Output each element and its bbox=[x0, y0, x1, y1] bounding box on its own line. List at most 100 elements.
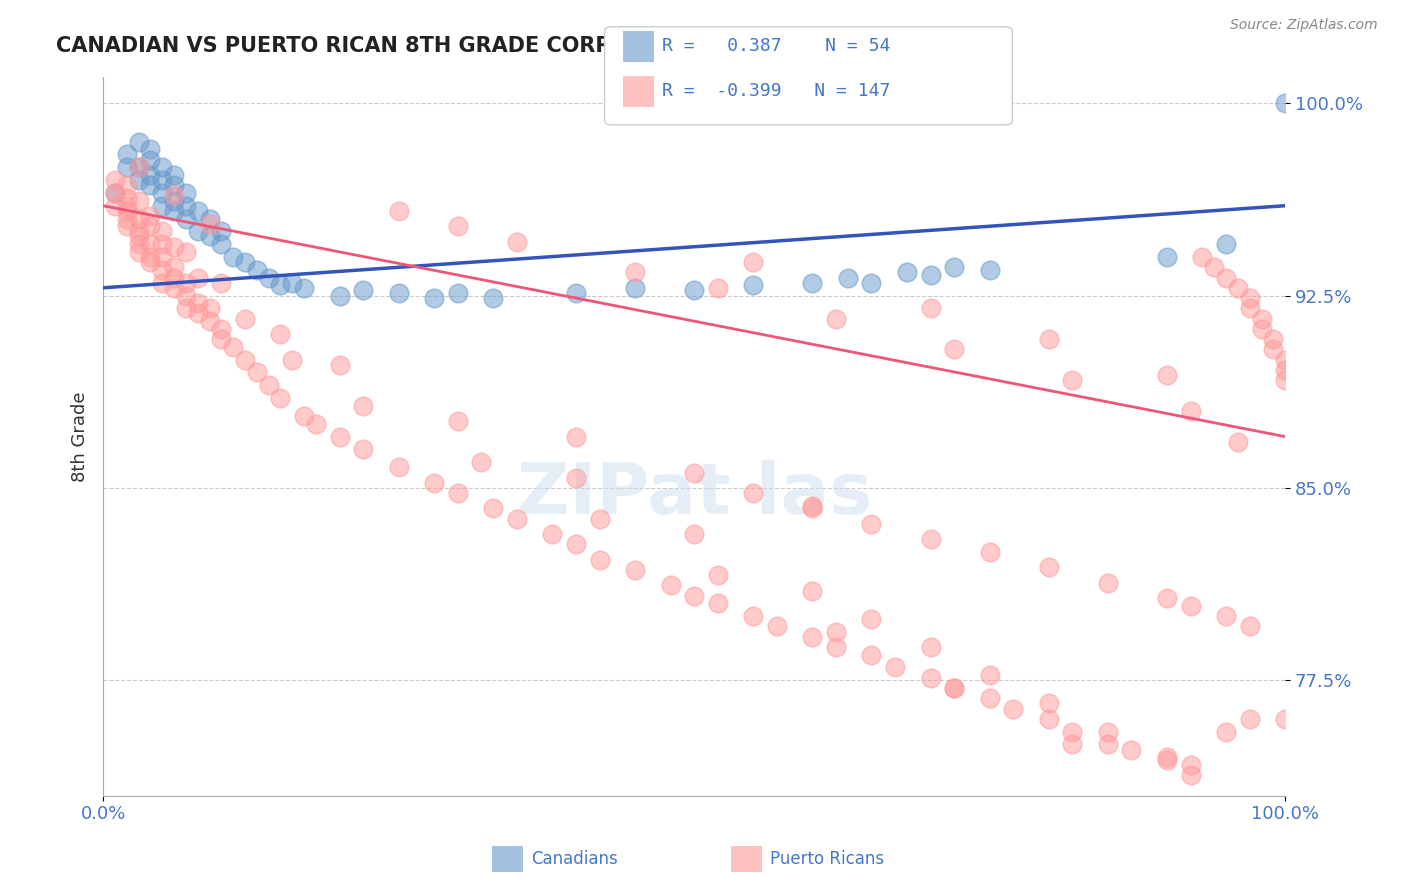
Point bbox=[269, 391, 291, 405]
Point bbox=[1239, 619, 1261, 633]
Point bbox=[1097, 575, 1119, 590]
Point bbox=[801, 499, 824, 513]
Point bbox=[447, 414, 470, 428]
Text: R =  -0.399   N = 147: R = -0.399 N = 147 bbox=[662, 82, 890, 100]
Point bbox=[1215, 609, 1237, 624]
Point bbox=[1239, 712, 1261, 726]
Point bbox=[104, 199, 127, 213]
Point bbox=[659, 578, 682, 592]
Point bbox=[825, 624, 848, 639]
Point bbox=[565, 285, 588, 300]
Point bbox=[115, 199, 138, 213]
Point bbox=[163, 178, 186, 193]
Point bbox=[104, 186, 127, 200]
Point bbox=[139, 153, 162, 167]
Point bbox=[209, 237, 232, 252]
Point bbox=[1180, 599, 1202, 613]
Point bbox=[305, 417, 328, 431]
Point bbox=[174, 244, 197, 259]
Point bbox=[115, 219, 138, 234]
Point bbox=[565, 429, 588, 443]
Point bbox=[115, 160, 138, 174]
Point bbox=[1121, 742, 1143, 756]
Point bbox=[1215, 237, 1237, 252]
Point bbox=[683, 527, 706, 541]
Text: R =   0.387    N = 54: R = 0.387 N = 54 bbox=[662, 37, 890, 55]
Point bbox=[187, 224, 209, 238]
Point bbox=[1215, 724, 1237, 739]
Point bbox=[209, 276, 232, 290]
Point bbox=[1062, 738, 1084, 752]
Point bbox=[104, 173, 127, 187]
Point bbox=[979, 691, 1001, 706]
Point bbox=[388, 460, 411, 475]
Point bbox=[860, 648, 883, 662]
Point bbox=[1062, 373, 1084, 387]
Point bbox=[506, 511, 529, 525]
Point bbox=[198, 229, 221, 244]
Point bbox=[281, 352, 304, 367]
Point bbox=[1274, 373, 1296, 387]
Y-axis label: 8th Grade: 8th Grade bbox=[72, 392, 89, 482]
Point bbox=[624, 563, 647, 577]
Text: ZIPat las: ZIPat las bbox=[516, 459, 872, 529]
Point bbox=[139, 219, 162, 234]
Point bbox=[163, 240, 186, 254]
Point bbox=[163, 194, 186, 208]
Point bbox=[187, 296, 209, 310]
Point bbox=[707, 281, 730, 295]
Point bbox=[150, 250, 173, 264]
Point bbox=[860, 516, 883, 531]
Point bbox=[541, 527, 564, 541]
Point bbox=[128, 173, 150, 187]
Point bbox=[139, 178, 162, 193]
Point bbox=[742, 255, 765, 269]
Point bbox=[233, 311, 256, 326]
Point bbox=[328, 288, 350, 302]
Point bbox=[683, 284, 706, 298]
Point bbox=[943, 343, 966, 357]
Point bbox=[801, 276, 824, 290]
Point bbox=[352, 284, 374, 298]
Point bbox=[139, 237, 162, 252]
Point bbox=[115, 147, 138, 161]
Point bbox=[1180, 768, 1202, 782]
Point bbox=[198, 217, 221, 231]
Point bbox=[104, 186, 127, 200]
Point bbox=[174, 276, 197, 290]
Point bbox=[1274, 352, 1296, 367]
Point bbox=[860, 276, 883, 290]
Point bbox=[884, 660, 907, 674]
Point bbox=[979, 545, 1001, 559]
Point bbox=[565, 537, 588, 551]
Point bbox=[624, 265, 647, 279]
Point bbox=[1250, 311, 1272, 326]
Point bbox=[174, 199, 197, 213]
Point bbox=[1263, 343, 1285, 357]
Point bbox=[128, 224, 150, 238]
Point bbox=[920, 533, 942, 547]
Point bbox=[423, 475, 446, 490]
Point bbox=[222, 340, 245, 354]
Point bbox=[1226, 281, 1249, 295]
Point bbox=[128, 160, 150, 174]
Point bbox=[920, 671, 942, 685]
Point bbox=[128, 237, 150, 252]
Point bbox=[246, 263, 269, 277]
Point bbox=[447, 486, 470, 500]
Point bbox=[163, 260, 186, 275]
Text: CANADIAN VS PUERTO RICAN 8TH GRADE CORRELATION CHART: CANADIAN VS PUERTO RICAN 8TH GRADE CORRE… bbox=[56, 36, 796, 55]
Point bbox=[1038, 697, 1060, 711]
Point bbox=[742, 609, 765, 624]
Point bbox=[920, 640, 942, 654]
Point bbox=[388, 285, 411, 300]
Point bbox=[1038, 332, 1060, 346]
Point bbox=[1274, 712, 1296, 726]
Point bbox=[979, 263, 1001, 277]
Point bbox=[1274, 96, 1296, 111]
Point bbox=[1263, 332, 1285, 346]
Point bbox=[257, 378, 280, 392]
Point bbox=[388, 203, 411, 218]
Point bbox=[128, 135, 150, 149]
Point bbox=[269, 278, 291, 293]
